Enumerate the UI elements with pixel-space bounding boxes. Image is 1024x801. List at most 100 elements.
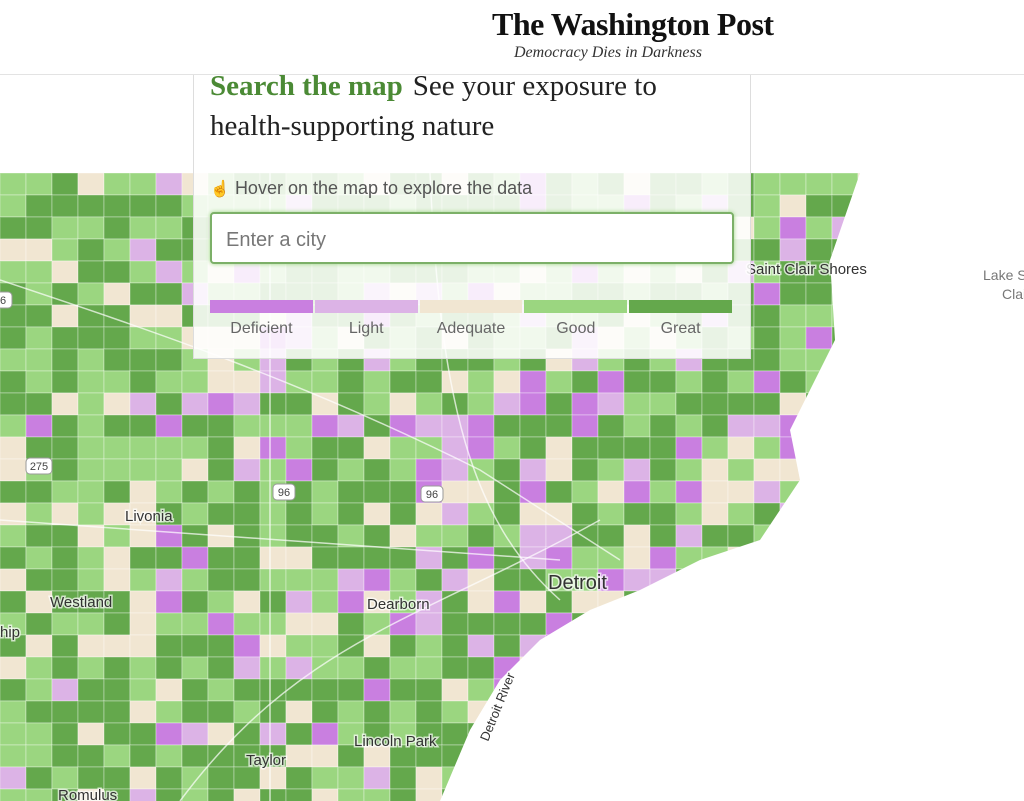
map-tile[interactable]	[467, 766, 495, 790]
map-tile[interactable]	[389, 766, 417, 790]
map-tile[interactable]	[623, 524, 651, 548]
map-tile[interactable]	[571, 590, 599, 614]
map-tile[interactable]	[389, 480, 417, 504]
map-tile[interactable]	[519, 436, 547, 460]
map-tile[interactable]	[51, 260, 79, 284]
map-tile[interactable]	[779, 546, 807, 570]
map-tile[interactable]	[25, 700, 53, 724]
map-tile[interactable]	[25, 634, 53, 658]
map-tile[interactable]	[259, 612, 287, 636]
map-tile[interactable]	[77, 282, 105, 306]
map-tile[interactable]	[311, 370, 339, 394]
map-tile[interactable]	[129, 414, 157, 438]
map-tile[interactable]	[129, 194, 157, 218]
map-tile[interactable]	[337, 436, 365, 460]
map-tile[interactable]	[25, 370, 53, 394]
map-tile[interactable]	[753, 766, 781, 790]
map-tile[interactable]	[675, 700, 703, 724]
map-tile[interactable]	[181, 700, 209, 724]
map-tile[interactable]	[519, 766, 547, 790]
map-tile[interactable]	[77, 370, 105, 394]
map-tile[interactable]	[545, 502, 573, 526]
map-tile[interactable]	[675, 370, 703, 394]
map-tile[interactable]	[545, 480, 573, 504]
map-tile[interactable]	[51, 524, 79, 548]
map-tile[interactable]	[337, 568, 365, 592]
map-tile[interactable]	[753, 568, 781, 592]
map-tile[interactable]	[831, 590, 859, 614]
map-tile[interactable]	[857, 304, 884, 328]
map-tile[interactable]	[727, 788, 755, 801]
map-tile[interactable]	[727, 436, 755, 460]
map-tile[interactable]	[545, 414, 573, 438]
map-tile[interactable]	[51, 502, 79, 526]
map-tile[interactable]	[571, 788, 599, 801]
map-tile[interactable]	[259, 458, 287, 482]
map-tile[interactable]	[311, 546, 339, 570]
map-tile[interactable]	[779, 656, 807, 680]
map-tile[interactable]	[649, 480, 677, 504]
map-tile[interactable]	[51, 744, 79, 768]
map-tile[interactable]	[207, 612, 235, 636]
map-tile[interactable]	[857, 480, 884, 504]
map-tile[interactable]	[727, 414, 755, 438]
map-tile[interactable]	[207, 370, 235, 394]
map-tile[interactable]	[857, 656, 884, 680]
map-tile[interactable]	[233, 766, 261, 790]
map-tile[interactable]	[0, 788, 27, 801]
map-tile[interactable]	[129, 766, 157, 790]
map-tile[interactable]	[337, 458, 365, 482]
map-tile[interactable]	[207, 392, 235, 416]
map-tile[interactable]	[25, 436, 53, 460]
map-tile[interactable]	[103, 392, 131, 416]
map-tile[interactable]	[805, 216, 833, 240]
map-tile[interactable]	[155, 348, 183, 372]
map-tile[interactable]	[155, 700, 183, 724]
map-tile[interactable]	[181, 524, 209, 548]
map-tile[interactable]	[155, 766, 183, 790]
map-tile[interactable]	[857, 678, 884, 702]
map-tile[interactable]	[311, 502, 339, 526]
map-tile[interactable]	[857, 436, 884, 460]
map-tile[interactable]	[337, 370, 365, 394]
map-tile[interactable]	[493, 722, 521, 746]
map-tile[interactable]	[155, 568, 183, 592]
map-tile[interactable]	[363, 656, 391, 680]
map-tile[interactable]	[753, 524, 781, 548]
map-tile[interactable]	[519, 722, 547, 746]
map-tile[interactable]	[103, 194, 131, 218]
map-tile[interactable]	[805, 656, 833, 680]
map-tile[interactable]	[181, 458, 209, 482]
map-tile[interactable]	[389, 656, 417, 680]
map-tile[interactable]	[389, 436, 417, 460]
map-tile[interactable]	[311, 634, 339, 658]
map-tile[interactable]	[753, 348, 781, 372]
map-tile[interactable]	[805, 766, 833, 790]
map-tile[interactable]	[493, 392, 521, 416]
map-tile[interactable]	[623, 546, 651, 570]
map-tile[interactable]	[51, 436, 79, 460]
map-tile[interactable]	[77, 238, 105, 262]
map-tile[interactable]	[0, 678, 27, 702]
map-tile[interactable]	[597, 700, 625, 724]
map-tile[interactable]	[77, 744, 105, 768]
map-tile[interactable]	[545, 722, 573, 746]
map-tile[interactable]	[857, 766, 884, 790]
map-tile[interactable]	[285, 722, 313, 746]
map-tile[interactable]	[753, 546, 781, 570]
map-tile[interactable]	[389, 546, 417, 570]
map-tile[interactable]	[805, 194, 833, 218]
map-tile[interactable]	[103, 282, 131, 306]
map-tile[interactable]	[441, 722, 469, 746]
map-tile[interactable]	[779, 700, 807, 724]
map-tile[interactable]	[363, 678, 391, 702]
map-tile[interactable]	[597, 634, 625, 658]
map-tile[interactable]	[493, 458, 521, 482]
map-tile[interactable]	[0, 173, 27, 196]
map-tile[interactable]	[233, 392, 261, 416]
map-tile[interactable]	[363, 568, 391, 592]
map-tile[interactable]	[831, 348, 859, 372]
map-tile[interactable]	[779, 612, 807, 636]
map-tile[interactable]	[103, 216, 131, 240]
map-tile[interactable]	[285, 524, 313, 548]
